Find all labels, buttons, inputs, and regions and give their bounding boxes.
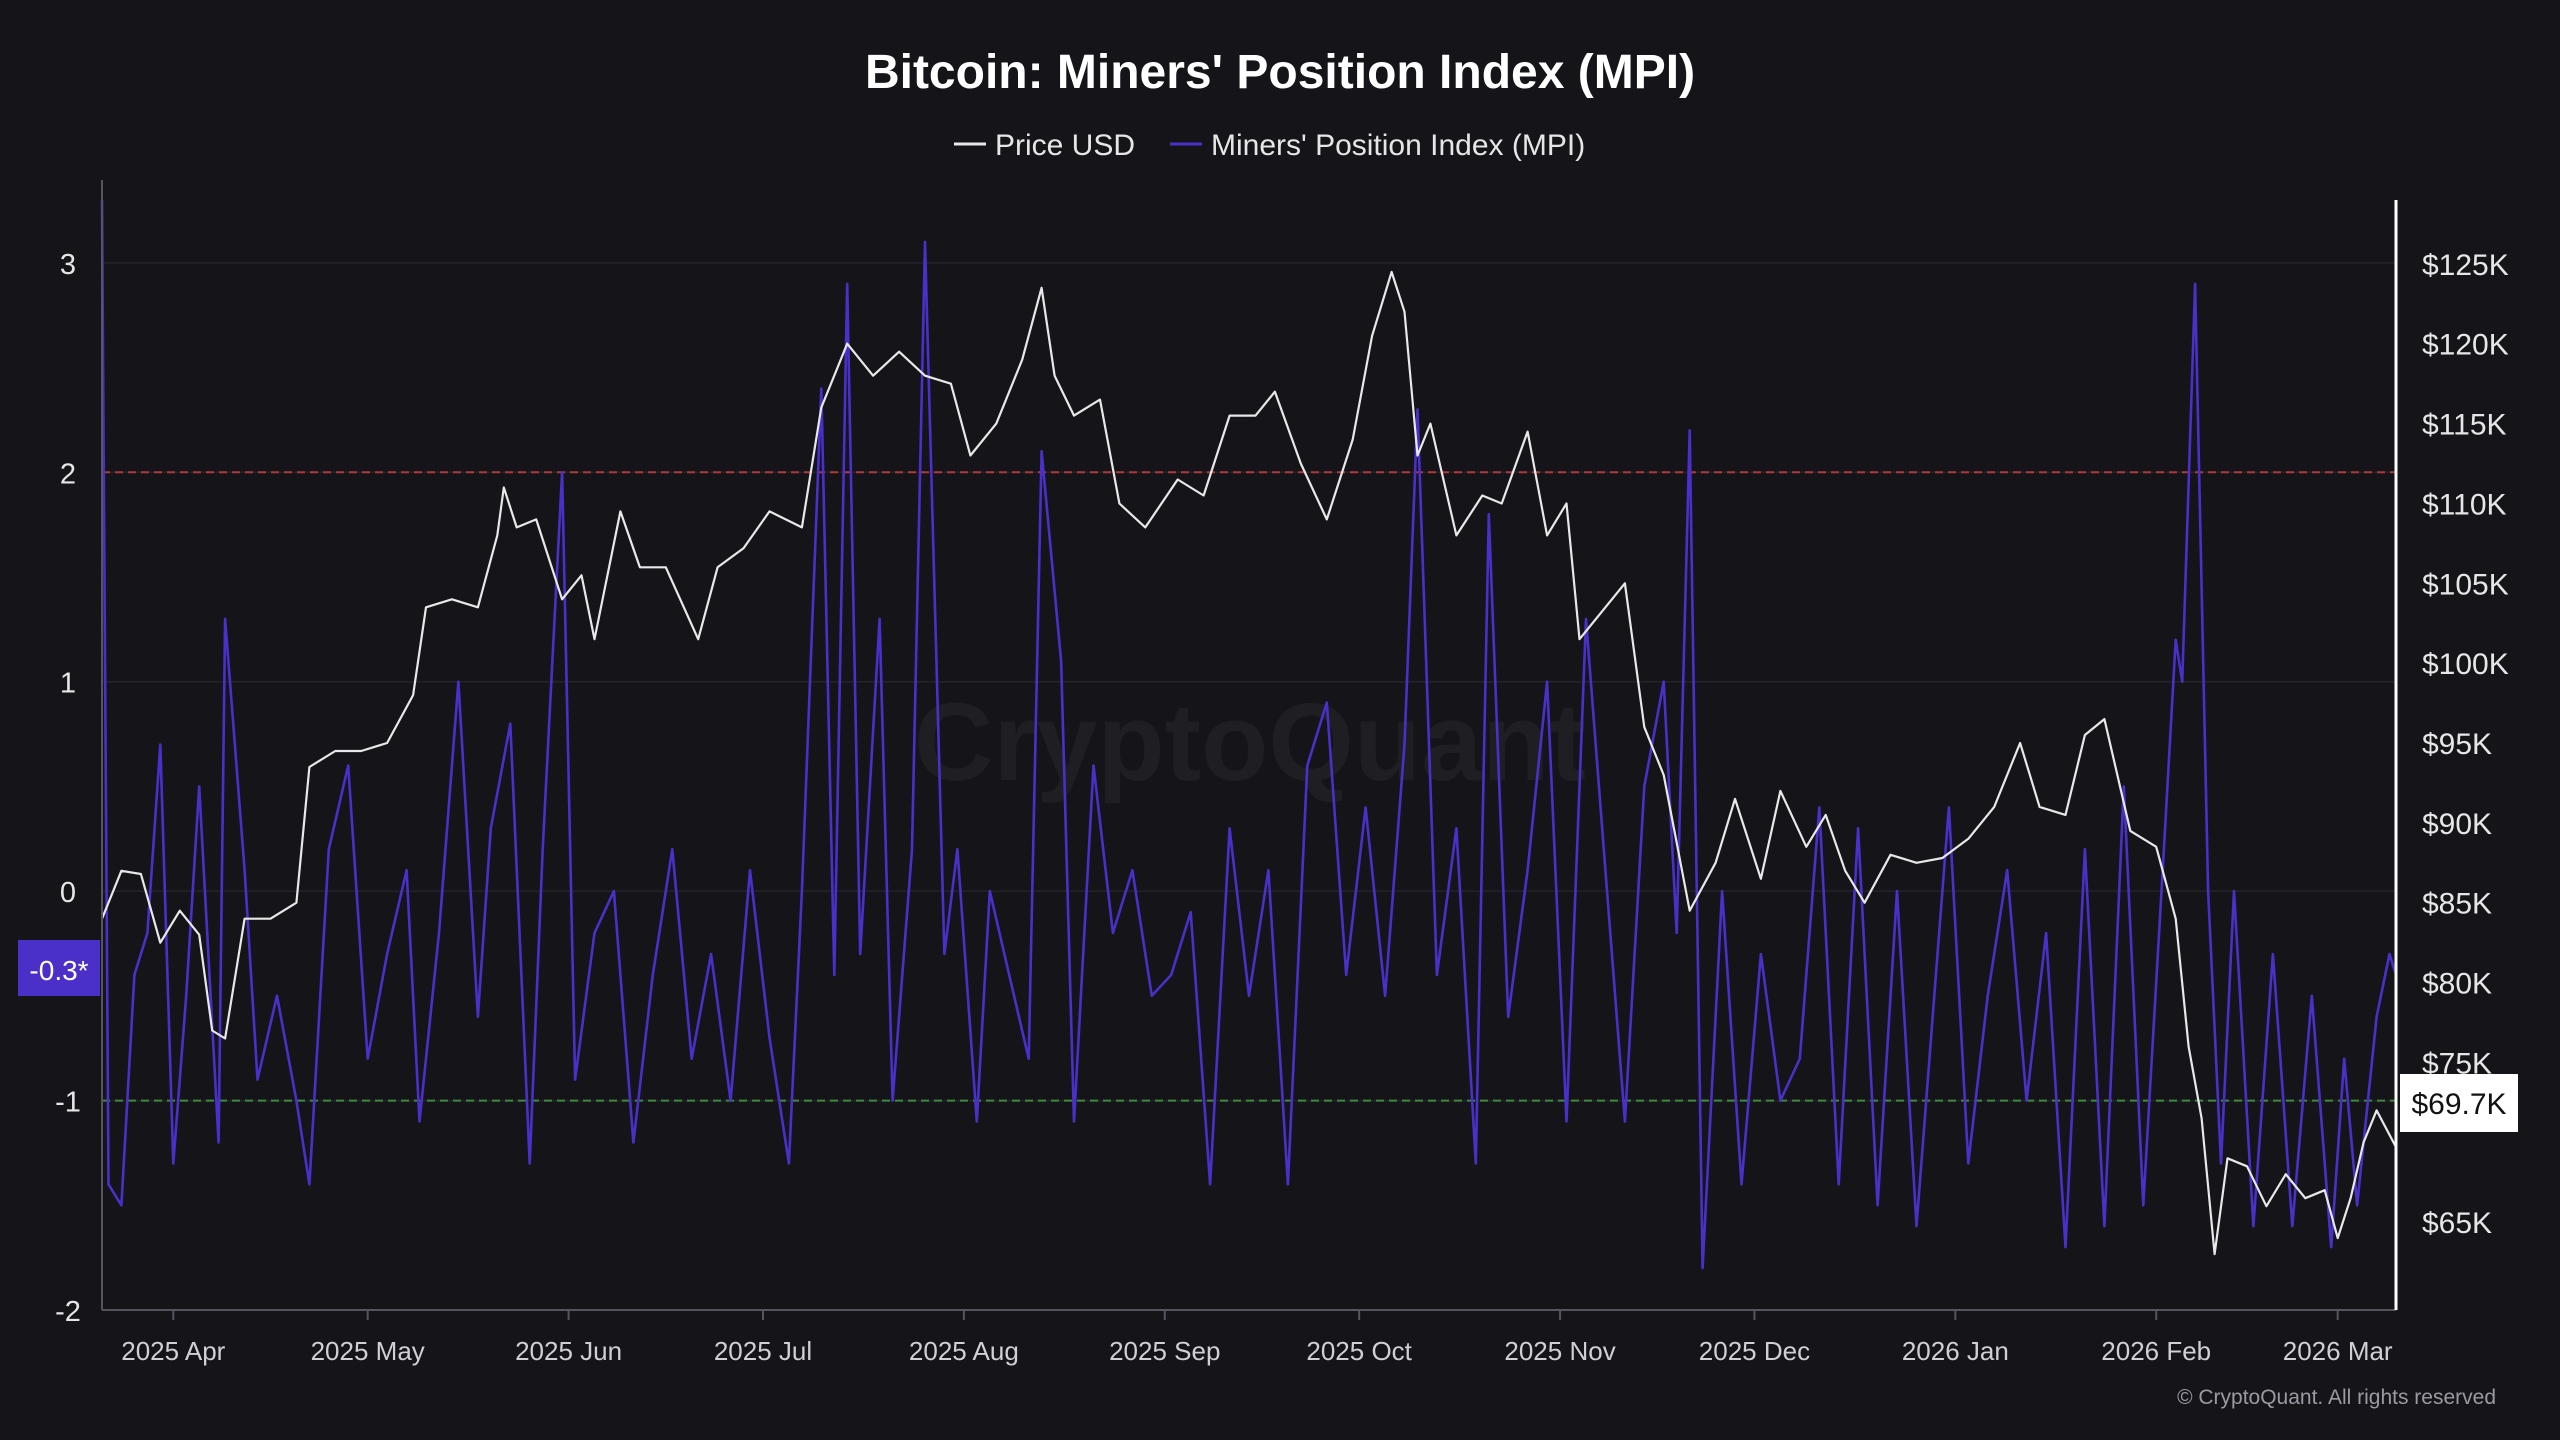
price-usd-line (100, 270, 2397, 1256)
right-tick-label: $120K (2422, 329, 2509, 362)
series-layer (100, 199, 2398, 1270)
x-tick-label: 2025 Aug (909, 1336, 1019, 1366)
x-tick-label: 2026 Jan (1902, 1336, 2009, 1366)
left-tick-label: 1 (60, 668, 76, 700)
mpi-current-badge: -0.3* (18, 940, 100, 996)
right-tick-label: $125K (2422, 249, 2509, 282)
right-tick-label: $100K (2422, 648, 2509, 681)
x-tick-label: 2025 Dec (1699, 1336, 1810, 1366)
right-tick-label: $85K (2422, 888, 2492, 921)
right-tick-label: $110K (2422, 488, 2507, 521)
x-axis-ticks: 2025 Apr 2025 May 2025 Jun 2025 Jul 2025 Aug… (121, 1310, 2393, 1366)
mpi-current-badge-bg (18, 940, 100, 996)
left-tick-label: -2 (55, 1296, 81, 1328)
x-tick-label: 2025 Apr (121, 1336, 225, 1366)
right-tick-label: $105K (2422, 568, 2509, 601)
right-axis-ticks: $125K $120K $115K $110K $105K $100K $95K $90K $8… (2422, 249, 2509, 1240)
mpi-current-value: -0.3* (29, 955, 88, 986)
watermark: CryptoQuant (914, 681, 1586, 804)
right-tick-label: $95K (2422, 728, 2492, 761)
legend-mpi-label[interactable]: Miners' Position Index (MPI) (1211, 129, 1585, 162)
legend: Price USD Miners' Position Index (MPI) (954, 129, 1585, 162)
right-tick-label: $90K (2422, 808, 2492, 841)
price-current-badge-bg (2400, 1074, 2518, 1132)
x-tick-label: 2025 Nov (1504, 1336, 1615, 1366)
axes (101, 180, 2398, 1311)
chart-title: Bitcoin: Miners' Position Index (MPI) (865, 46, 1695, 99)
left-tick-label: 2 (60, 458, 76, 490)
mpi-line (100, 199, 2398, 1270)
left-tick-label: -1 (55, 1087, 81, 1119)
left-tick-label: 0 (60, 877, 76, 909)
price-current-badge: $69.7K (2400, 1074, 2518, 1132)
x-tick-label: 2025 Sep (1109, 1336, 1220, 1366)
x-tick-label: 2025 Jul (714, 1336, 812, 1366)
x-tick-label: 2026 Feb (2101, 1336, 2211, 1366)
left-axis-ticks: 3 2 1 0 -1 -2 (55, 249, 81, 1328)
legend-price-label[interactable]: Price USD (995, 129, 1135, 162)
x-tick-label: 2026 Mar (2283, 1336, 2393, 1366)
right-tick-label: $65K (2422, 1207, 2492, 1240)
right-tick-label: $115K (2422, 409, 2507, 442)
right-tick-label: $80K (2422, 968, 2492, 1001)
x-tick-label: 2025 May (311, 1336, 425, 1366)
reference-lines (102, 471, 2396, 1102)
price-current-value: $69.7K (2411, 1088, 2506, 1121)
copyright-notice: © CryptoQuant. All rights reserved (2177, 1386, 2496, 1409)
x-tick-label: 2025 Jun (515, 1336, 622, 1366)
left-tick-label: 3 (60, 249, 76, 281)
x-tick-label: 2025 Oct (1306, 1336, 1412, 1366)
